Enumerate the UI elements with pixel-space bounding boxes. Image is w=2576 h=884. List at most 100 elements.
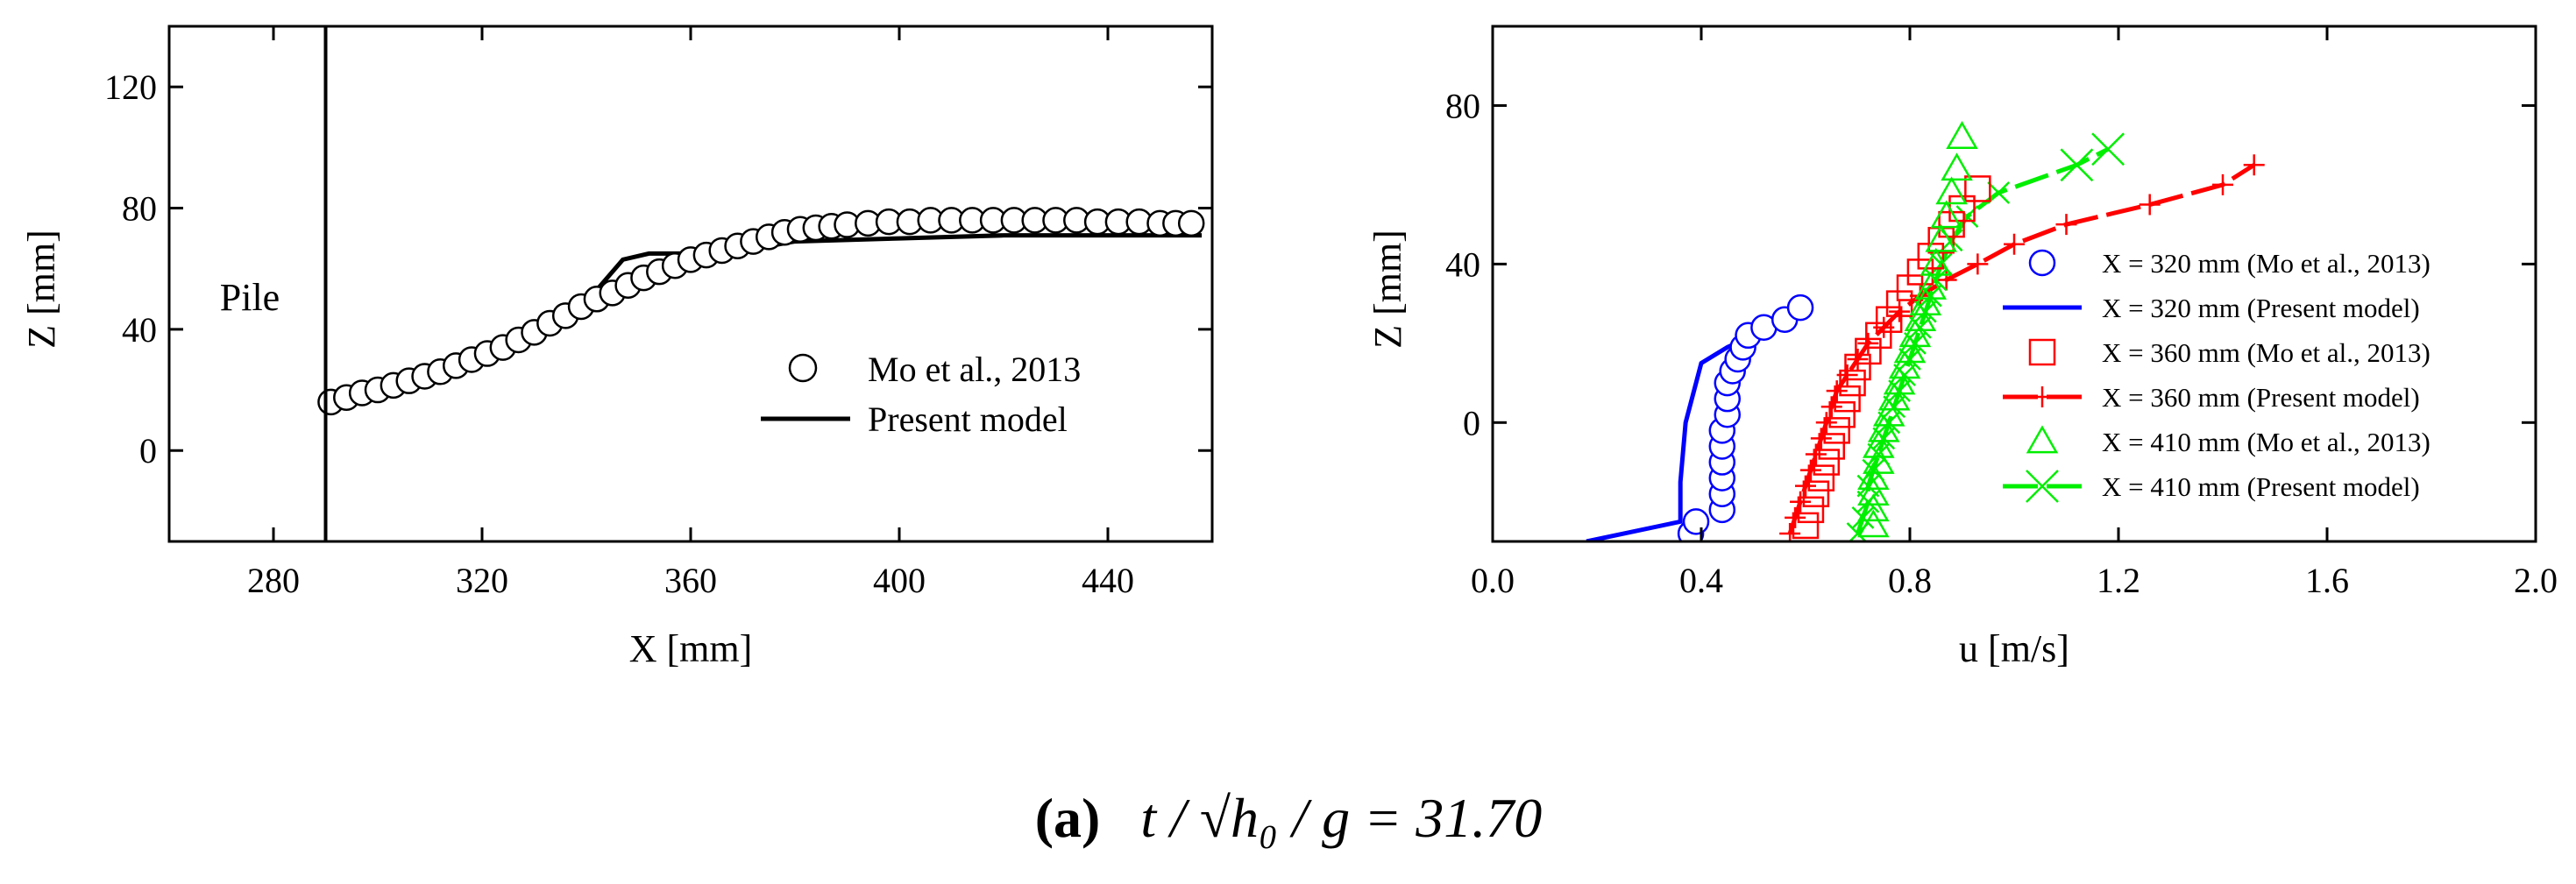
legend-label-present-model: Present model [868,400,1068,439]
right-series-5-point [1856,490,1880,513]
right-series-2-point [1855,337,1882,365]
legend-marker-5 [2026,470,2059,503]
right-series-3-point [2212,173,2233,195]
legend-marker-4 [2026,425,2059,454]
right-series-2-point [1802,480,1830,507]
legend-label-mo-2013: Mo et al., 2013 [868,350,1081,389]
right-series-4-point [1930,200,1962,229]
legend-label-0: X = 320 mm (Mo et al., 2013) [2102,248,2431,279]
caption-expression: t / √h₀ / g = 31.70 [1140,787,1542,849]
svg-text:(a) t / √h₀ / g = 31.70: (a) t / √h₀ / g = 31.70 [1035,787,1543,849]
left-y-tick-label: 0 [139,431,157,470]
right-series-4-point [1898,319,1932,348]
right-series-4-point [1857,493,1890,522]
right-series-4-point [1946,121,1978,149]
right-series-line-1 [1586,321,1786,541]
right-series-2-point [1797,496,1825,524]
right-series-line-5 [1856,146,2110,534]
right-series-5-point [1919,284,1942,308]
right-series-5-point [1856,474,1880,498]
right-x-tick-label: 1.6 [2305,561,2349,600]
pile-label: Pile [220,276,280,319]
right-series-3-point [1799,459,1821,481]
right-series-2-point [1823,417,1850,444]
right-series-5-point [1898,348,1921,371]
right-series-4-point [1877,382,1911,411]
right-series-5-point [1872,427,1896,450]
right-panel: 0.0 0.4 0.8 1.2 1.6 2.0 0 40 80 u [m/s] Z [mm] X… [1366,25,2558,670]
left-x-tick-label: 280 [247,561,300,600]
right-series-2-point [1813,449,1841,476]
right-series-2-point [1828,401,1856,428]
right-series-5-point [1924,268,1948,292]
right-series-2-point [1875,306,1903,333]
legend-label-2: X = 360 mm (Mo et al., 2013) [2102,337,2431,368]
right-series-3-point [1826,380,1848,402]
right-series-5-point [1913,300,1937,323]
right-series-4-point [1920,247,1953,276]
right-series-5-point [1888,379,1911,403]
right-series-5-point [2091,132,2125,166]
right-series-4-point [1857,509,1890,538]
right-x-axis-label: u [m/s] [1959,627,2069,670]
left-y-tick-label: 40 [122,310,157,350]
right-series-3-point [2139,194,2161,216]
legend-label-4: X = 410 mm (Mo et al., 2013) [2102,427,2431,457]
left-x-tick-label: 360 [664,561,717,600]
left-x-tick-label: 400 [873,561,926,600]
right-series-4-point [1857,462,1890,490]
right-legend: X = 320 mm (Mo et al., 2013) X = 320 mm (… [2003,248,2431,503]
right-series-2-point [1885,290,1913,317]
legend-marker-3 [2032,386,2053,407]
figure-caption: (a) t / √h₀ / g = 31.70 [1035,787,1543,849]
right-y-tick-label: 40 [1445,244,1480,284]
right-series-4-point [1935,176,1968,205]
right-y-tick-label: 0 [1463,403,1480,442]
legend-label-1: X = 320 mm (Present model) [2102,293,2420,323]
right-series-3-point [1785,506,1806,528]
left-x-tick-label: 440 [1082,561,1134,600]
right-series-2-point [1834,385,1861,413]
right-series-2-point [1792,512,1820,540]
right-series-5-point [1893,364,1916,386]
right-series-3-point [2004,233,2025,255]
right-series-4-point [1883,366,1916,395]
right-series-4-point [1893,335,1927,364]
right-y-tick-label: 80 [1445,86,1480,125]
right-series-5-point [2060,148,2094,182]
legend-marker-0 [2028,249,2056,277]
legend-marker-2 [2028,338,2056,366]
right-series-2-point [1807,464,1835,492]
legend-marker-mo-2013 [788,353,818,383]
right-series-3-point [1820,396,1842,418]
right-series-0-point [1786,293,1814,322]
right-series-4-point [1904,303,1937,332]
right-series-4-point [1914,271,1948,300]
right-series-4-point [1863,445,1895,474]
caption-label: (a) [1035,787,1101,849]
right-series-3-point [1857,332,1879,354]
right-series-3-point [1909,285,1931,307]
right-series-3-point [1790,491,1812,513]
right-series-5-point [1851,506,1875,529]
right-series-4-point [1863,429,1895,458]
right-series-3-point [1805,443,1827,465]
right-x-tick-label: 0.4 [1679,561,1723,600]
left-legend: Mo et al., 2013 Present model [761,350,1081,439]
right-series-4-point [1925,223,1957,252]
right-series-2-point [1818,433,1845,460]
right-series-4-point [1867,414,1900,442]
legend-label-5: X = 410 mm (Present model) [2102,471,2420,502]
right-series-3-point [1935,269,1957,291]
right-series-3-point [1967,253,1989,275]
right-series-3-point [1795,475,1816,497]
right-series-2-point [1839,369,1866,397]
right-series-5-point [1877,411,1901,435]
right-series-2-point [1906,258,1934,286]
right-series-2-point [1865,322,1892,350]
right-series-3-point [1815,412,1837,434]
right-plot-frame [1491,25,2537,543]
right-x-tick-label: 2.0 [2514,561,2558,600]
right-series-3-point [1810,428,1832,449]
right-series-3-point [1889,301,1911,322]
